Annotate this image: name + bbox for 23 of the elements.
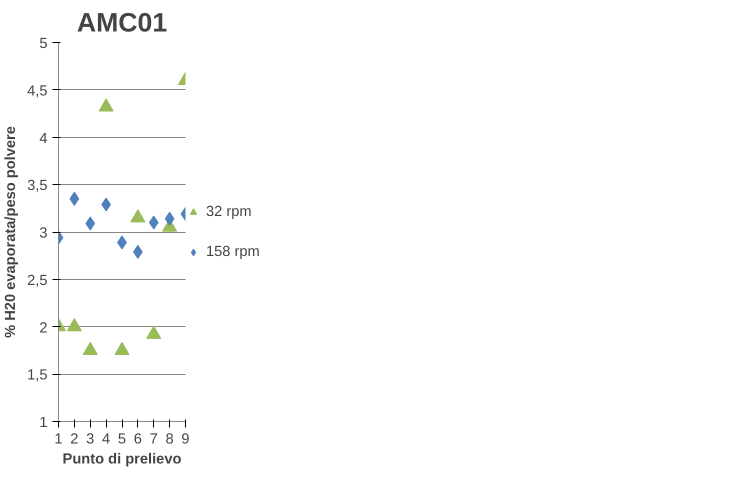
legend-label: 32 rpm [206, 204, 253, 220]
x-tick-label: 5 [118, 432, 126, 448]
y-tick-label: 2 [39, 320, 48, 336]
x-tick-label: 8 [166, 432, 174, 448]
x-axis-title: Punto di prelievo [62, 452, 182, 468]
x-tick-label: 6 [134, 432, 142, 448]
y-tick-label: 3 [39, 226, 48, 242]
y-tick-label: 2,5 [27, 272, 48, 289]
x-tick-label: 3 [86, 432, 94, 448]
y-tick-label: 1,5 [27, 368, 48, 384]
chart-title: AMC01 [76, 8, 168, 38]
x-tick-label: 7 [150, 432, 158, 448]
y-axis-title: % H20 evaporata/peso polvere [3, 126, 20, 338]
x-tick-label: 9 [181, 432, 190, 448]
legend-label: 158 rpm [206, 244, 261, 260]
x-tick-label: 2 [70, 432, 78, 448]
y-tick-label: 5 [39, 36, 48, 52]
x-tick-label: 1 [54, 432, 63, 448]
y-tick-label: 4,5 [27, 83, 48, 100]
x-tick-label: 4 [102, 432, 110, 448]
y-tick-label: 4 [39, 130, 48, 147]
y-tick-label: 3,5 [27, 178, 48, 194]
y-tick-label: 1 [39, 415, 48, 431]
